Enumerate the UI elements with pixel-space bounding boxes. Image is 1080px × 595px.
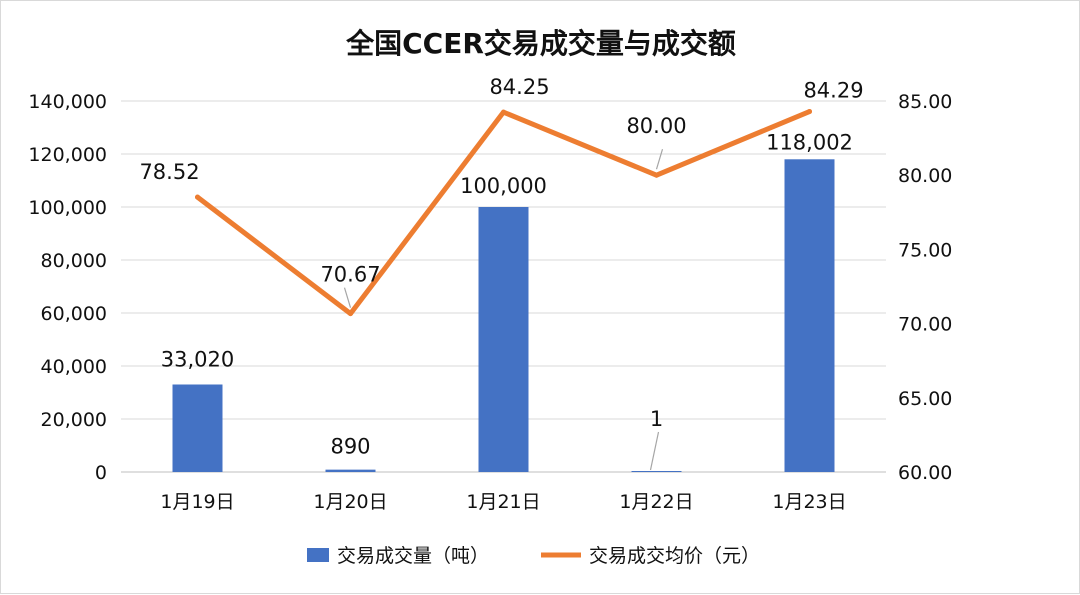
data-labels: 33,020 890 100,000 1 118,002 78.52 70.67 84.25 8… (139, 75, 864, 471)
left-tick-label: 20,000 (41, 409, 107, 431)
chart-title: 全国CCER交易成交量与成交额 (345, 27, 736, 60)
bar (631, 471, 682, 472)
right-tick-label: 85.00 (898, 91, 952, 113)
right-tick-label: 80.00 (898, 165, 952, 187)
bar (478, 207, 529, 472)
line-point (654, 172, 659, 178)
left-axis: 0 20,000 40,000 60,000 80,000 100,000 120,000 1… (28, 91, 107, 484)
leader-line (655, 149, 664, 170)
left-tick-label: 40,000 (41, 356, 107, 378)
legend: 交易成交量（吨） 交易成交均价（元） (307, 545, 760, 567)
line-data-label: 84.29 (803, 79, 863, 103)
category-label: 1月21日 (466, 491, 540, 513)
line-data-label: 80.00 (626, 114, 686, 138)
category-label: 1月19日 (160, 491, 234, 513)
bar-data-label: 1 (650, 407, 663, 431)
category-label: 1月23日 (772, 491, 846, 513)
line-point (807, 109, 812, 115)
category-label: 1月20日 (313, 491, 387, 513)
bar-data-label: 118,002 (766, 130, 853, 154)
right-tick-label: 75.00 (898, 239, 952, 261)
line-series (195, 109, 812, 317)
line-data-label: 78.52 (139, 160, 199, 184)
bar (325, 469, 376, 472)
bar-data-label: 890 (330, 435, 370, 459)
line-data-label: 84.25 (489, 75, 549, 99)
left-tick-label: 60,000 (41, 303, 107, 325)
left-tick-label: 120,000 (28, 144, 107, 166)
right-axis: 60.00 65.00 70.00 75.00 80.00 85.00 (898, 91, 952, 484)
line-data-label: 70.67 (320, 263, 380, 287)
line-point (348, 311, 353, 317)
right-tick-label: 60.00 (898, 462, 952, 484)
legend-label-line: 交易成交均价（元） (589, 545, 760, 567)
right-tick-label: 65.00 (898, 388, 952, 410)
line-point (195, 194, 200, 200)
bar-series (172, 159, 835, 473)
bar-data-label: 33,020 (161, 347, 234, 371)
left-tick-label: 0 (95, 462, 107, 484)
left-tick-label: 80,000 (41, 250, 107, 272)
bar (784, 159, 835, 473)
bar-data-label: 100,000 (460, 174, 547, 198)
line-point (501, 109, 506, 115)
legend-swatch-bar (307, 548, 329, 562)
legend-label-bar: 交易成交量（吨） (337, 545, 489, 567)
category-label: 1月22日 (619, 491, 693, 513)
x-axis: 1月19日 1月20日 1月21日 1月22日 1月23日 (121, 471, 886, 513)
right-tick-label: 70.00 (898, 314, 952, 336)
left-tick-label: 100,000 (28, 197, 107, 219)
leader-line (343, 287, 352, 308)
left-tick-label: 140,000 (28, 91, 107, 113)
bar (172, 384, 223, 472)
leader-line (649, 431, 660, 471)
